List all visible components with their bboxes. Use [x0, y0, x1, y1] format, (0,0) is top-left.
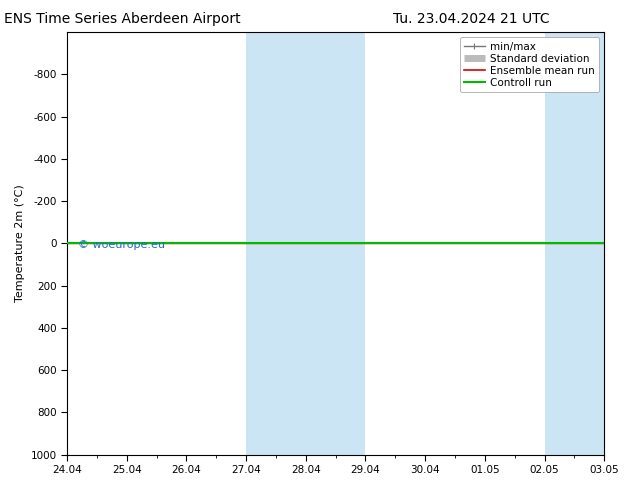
Text: ENS Time Series Aberdeen Airport: ENS Time Series Aberdeen Airport	[4, 12, 241, 26]
Y-axis label: Temperature 2m (°C): Temperature 2m (°C)	[15, 185, 25, 302]
Bar	[545, 32, 604, 455]
Legend: min/max, Standard deviation, Ensemble mean run, Controll run: min/max, Standard deviation, Ensemble me…	[460, 37, 599, 92]
Bar	[246, 32, 365, 455]
Text: © woeurope.eu: © woeurope.eu	[78, 241, 165, 250]
Text: Tu. 23.04.2024 21 UTC: Tu. 23.04.2024 21 UTC	[393, 12, 550, 26]
